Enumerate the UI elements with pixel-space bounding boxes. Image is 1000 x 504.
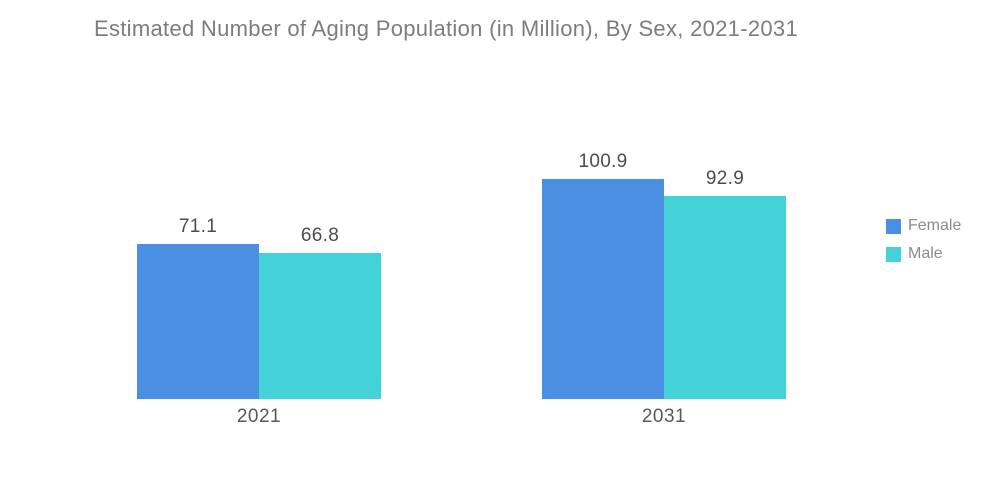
legend: Female Male <box>886 217 961 263</box>
bar-male-2021: 66.8 <box>259 225 381 399</box>
bar-rect-female <box>137 244 259 399</box>
chart-title: Estimated Number of Aging Population (in… <box>94 16 798 41</box>
bar-group-2031: 100.9 92.9 2031 <box>542 151 786 427</box>
value-label: 71.1 <box>178 216 218 237</box>
bar-female-2021: 71.1 <box>137 216 259 399</box>
legend-label: Female <box>908 217 962 234</box>
bar-rect-female <box>542 179 664 399</box>
legend-label: Male <box>908 245 943 262</box>
bar-female-2031: 100.9 <box>542 151 664 399</box>
bar-group-2021: 71.1 66.8 2021 <box>137 216 381 427</box>
bar-male-2031: 92.9 <box>664 168 786 399</box>
category-label: 2021 <box>236 406 282 427</box>
legend-swatch-icon <box>886 218 901 234</box>
legend-swatch-icon <box>886 246 901 262</box>
legend-item-male: Male <box>886 245 961 263</box>
legend-item-female: Female <box>886 217 961 235</box>
value-label: 66.8 <box>300 225 340 246</box>
value-label: 100.9 <box>578 151 628 172</box>
value-label: 92.9 <box>705 168 745 189</box>
bar-rect-male <box>259 253 381 399</box>
bar-rect-male <box>664 196 786 399</box>
category-label: 2031 <box>641 406 687 427</box>
